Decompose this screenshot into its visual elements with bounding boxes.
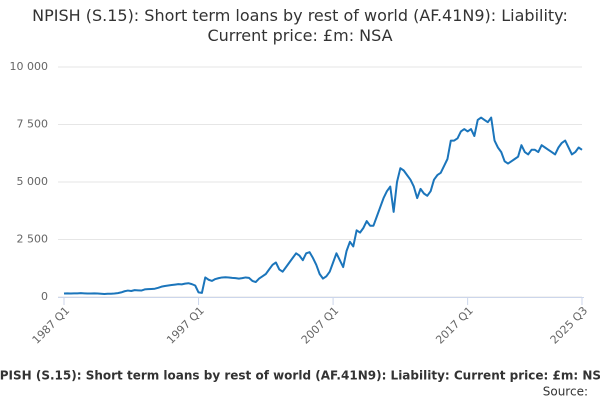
- y-tick-label: 0: [41, 290, 48, 303]
- y-tick-label: 10 000: [10, 60, 49, 73]
- x-tick-label: 2007 Q1: [299, 304, 342, 347]
- y-tick-label: 7 500: [17, 118, 49, 131]
- chart-title: NPISH (S.15): Short term loans by rest o…: [32, 6, 568, 45]
- source: Source:: [543, 385, 588, 399]
- x-tick-label: 2025 Q3: [548, 304, 591, 347]
- x-tick-label: 1997 Q1: [164, 304, 207, 347]
- y-tick-label: 2 500: [17, 233, 49, 246]
- x-tick-label: 1987 Q1: [30, 304, 73, 347]
- x-tick-label: 2017 Q1: [433, 304, 476, 347]
- caption: NPISH (S.15): Short term loans by rest o…: [0, 369, 600, 383]
- series-line: [63, 116, 583, 296]
- y-tick-label: 5 000: [17, 175, 49, 188]
